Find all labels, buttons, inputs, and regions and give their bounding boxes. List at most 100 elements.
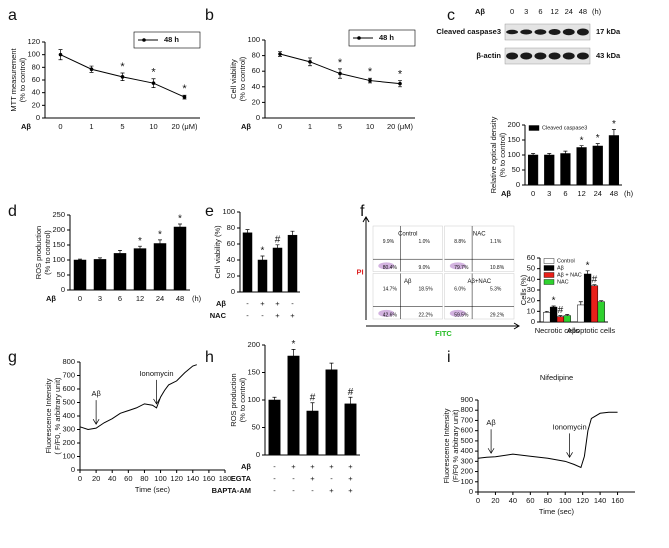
y-axis-label: (% to control): [498, 132, 507, 177]
quadrant-percent: 14.7%: [383, 286, 398, 292]
annotation: Ionomycin: [139, 369, 173, 378]
y-tick-label: 60: [527, 253, 535, 262]
legend-label: Control: [557, 258, 575, 264]
y-axis-label: ROS production: [34, 226, 43, 279]
blot-band: [506, 29, 519, 35]
legend-label: Cleaved caspase3: [542, 125, 587, 131]
y-tick-label: 20: [227, 271, 235, 280]
condition-name: BAPTA-AM: [212, 486, 251, 495]
y-tick-label: 150: [247, 367, 260, 376]
data-point: [151, 81, 156, 85]
x-tick-label: 48: [610, 189, 618, 198]
x-tick-label: 0: [531, 189, 535, 198]
legend-swatch: [543, 272, 555, 278]
x-tick-label: 120: [576, 496, 589, 505]
condition-sign: -: [273, 462, 276, 471]
lane-label: 0: [510, 7, 514, 16]
y-tick-label: 20: [252, 97, 260, 106]
error-bar: [178, 223, 182, 227]
x-tick-label: 0: [58, 122, 62, 131]
x-axis-label: Aβ: [501, 189, 511, 198]
error-bar: [595, 143, 600, 146]
blot-band: [548, 52, 561, 60]
significance-marker: *: [138, 236, 142, 247]
condition-name: NAC: [210, 311, 227, 320]
bar: [590, 285, 599, 323]
bar: [73, 259, 87, 291]
fitc-axis: [366, 322, 520, 330]
legend-label: Aβ + NAC: [557, 272, 582, 278]
quadrant-percent: 10.8%: [490, 265, 505, 271]
legend-swatch: [543, 258, 555, 264]
data-point: [398, 81, 402, 86]
blot-band: [520, 52, 533, 60]
significance-marker: *: [292, 339, 296, 350]
x-tick-label: 12: [136, 294, 144, 303]
y-axis-label: Relative optical density: [489, 116, 498, 193]
x-tick-label: 6: [563, 189, 567, 198]
y-tick-label: 0: [36, 113, 40, 122]
legend-swatch: [543, 265, 555, 271]
condition-sign: +: [290, 311, 295, 320]
x-tick-label: Apoptotic cells: [567, 326, 616, 335]
y-tick-label: 20: [527, 296, 535, 305]
condition-sign: +: [310, 474, 315, 483]
bar: [113, 253, 127, 291]
significance-marker: *: [182, 83, 187, 95]
bar: [527, 154, 539, 186]
cell-cluster: [449, 262, 466, 270]
significance-marker: #: [558, 305, 564, 316]
y-tick-label: 400: [62, 411, 75, 420]
y-tick-label: 500: [62, 397, 75, 406]
significance-marker: #: [275, 234, 281, 245]
y-tick-label: 150: [507, 135, 520, 144]
y-axis-label: (% to control): [18, 57, 27, 102]
blot-band: [562, 52, 575, 60]
x-tick-label: 100: [154, 474, 167, 483]
blot-band: [562, 28, 575, 36]
bar: [597, 301, 605, 323]
y-tick-label: 0: [531, 317, 535, 326]
y-tick-label: 200: [507, 120, 520, 129]
condition-sign: -: [246, 299, 249, 308]
y-tick-label: 100: [507, 150, 520, 159]
data-point: [58, 52, 63, 57]
fitc-label: FITC: [435, 329, 452, 338]
x-tick-label: 120: [170, 474, 183, 483]
data-point: [368, 78, 372, 83]
y-tick-label: 800: [460, 405, 473, 414]
panel-letter: f: [360, 203, 365, 220]
x-tick-label: 20 (μM): [172, 122, 198, 131]
y-axis-label: (% to control): [238, 56, 247, 101]
error-bar: [579, 145, 584, 148]
y-tick-label: 0: [61, 285, 65, 294]
condition-sign: +: [310, 462, 315, 471]
legend-box: [133, 31, 201, 49]
error-bar: [245, 229, 250, 233]
blot-band: [520, 29, 533, 35]
bar: [544, 154, 555, 186]
data-point: [182, 95, 187, 99]
y-axis-label: ROS production: [229, 373, 238, 426]
x-tick-label: 140: [187, 474, 200, 483]
annotation: Aβ: [486, 418, 496, 427]
x-tick-label: 10: [149, 122, 157, 131]
y-tick-label: 40: [227, 255, 235, 264]
x-tick-label: 3: [98, 294, 102, 303]
y-tick-label: 50: [527, 264, 535, 273]
bar: [576, 147, 587, 186]
quadrant-percent: 18.5%: [418, 286, 433, 292]
condition-sign: +: [275, 299, 280, 308]
quadrant-percent: 80.4%: [383, 265, 398, 271]
x-tick-label: 100: [559, 496, 572, 505]
legend-label: Aβ: [557, 265, 564, 271]
x-tick-label: 6: [118, 294, 122, 303]
error-bar: [329, 362, 334, 370]
bar: [268, 399, 281, 456]
significance-marker: *: [368, 66, 373, 78]
blot-band: [534, 29, 547, 35]
bar: [153, 243, 167, 291]
condition-sign: -: [246, 311, 249, 320]
panel-letter: e: [205, 203, 214, 220]
condition-sign: +: [329, 462, 334, 471]
